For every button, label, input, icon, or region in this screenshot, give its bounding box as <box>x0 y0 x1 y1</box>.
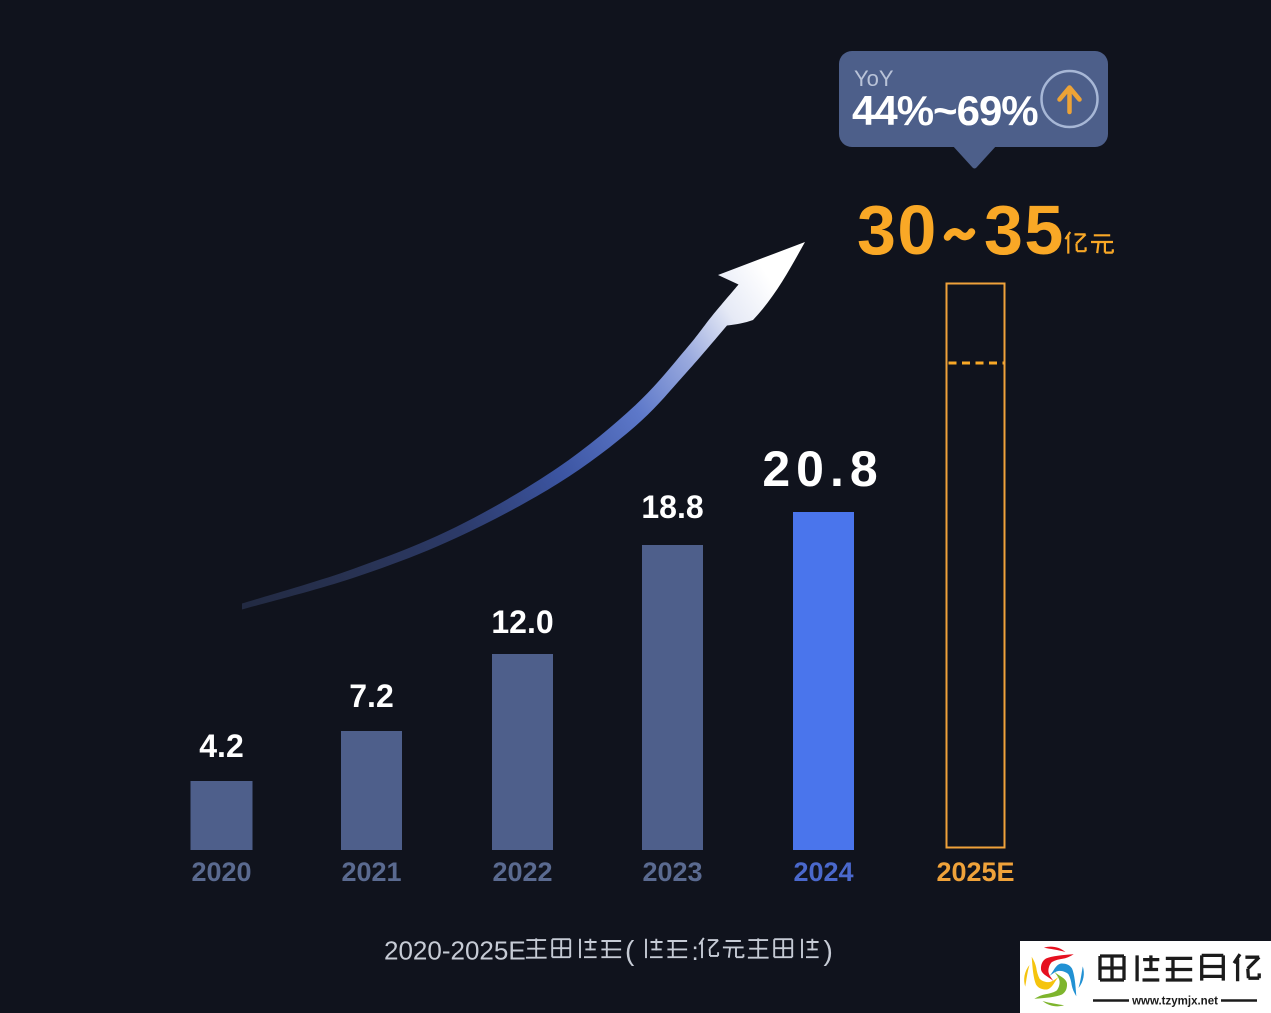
svg-text:12.0: 12.0 <box>491 604 553 640</box>
svg-text:20.8: 20.8 <box>762 441 883 497</box>
svg-text:): ) <box>824 935 833 966</box>
svg-text:2020: 2020 <box>191 857 251 887</box>
svg-text:2021: 2021 <box>341 857 401 887</box>
svg-text:35: 35 <box>984 191 1065 269</box>
svg-text:2020-2025E: 2020-2025E <box>384 936 526 966</box>
svg-text:18.8: 18.8 <box>641 489 703 525</box>
svg-text:2023: 2023 <box>642 857 702 887</box>
svg-text:44%~69%: 44%~69% <box>852 87 1038 134</box>
svg-text:30: 30 <box>857 191 938 269</box>
svg-text:2024: 2024 <box>793 857 853 887</box>
svg-text:2025E: 2025E <box>936 857 1014 887</box>
svg-text:4.2: 4.2 <box>199 728 243 764</box>
svg-text::: : <box>692 936 699 966</box>
svg-text:www.tzymjx.net: www.tzymjx.net <box>1131 996 1218 1008</box>
svg-text:7.2: 7.2 <box>349 678 393 714</box>
svg-text:YoY: YoY <box>854 66 894 91</box>
svg-text:(: ( <box>625 935 635 966</box>
svg-text:2022: 2022 <box>492 857 552 887</box>
